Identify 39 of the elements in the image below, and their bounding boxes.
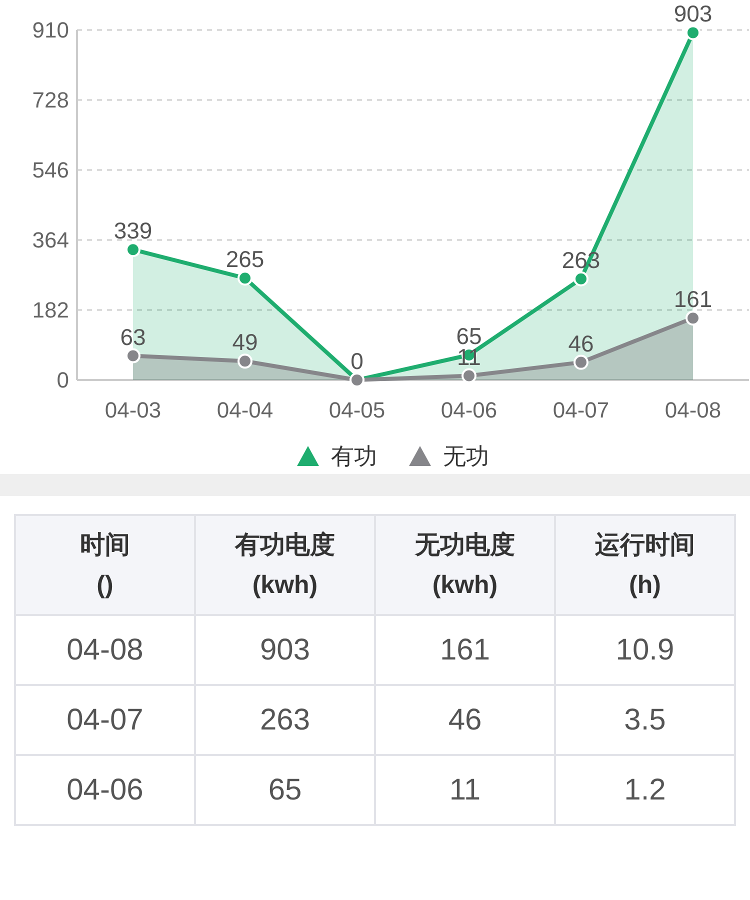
text: 04-07 [66,704,144,736]
data-label: 46 [568,330,594,356]
data-label: 49 [232,329,258,356]
data-label: 903 [674,0,712,27]
y-tick-label: 364 [32,228,69,252]
data-label: 161 [440,634,490,666]
x-tick-label: 04-05 [328,398,386,422]
data-label: 3.5 [624,704,666,736]
text: 04-08 [66,634,144,666]
data-label: 263 [260,704,310,736]
category-label: 无功电度 (kwh) [414,531,515,599]
data-label: 0 [350,348,364,374]
data-label: 10.9 [616,634,674,666]
x-tick-label: 04-07 [552,398,610,422]
data-label: 65 [268,774,302,806]
y-tick-label: 728 [32,88,69,112]
data-label: 63 [120,324,146,350]
y-tick-label: 910 [32,18,69,42]
y-tick-label: 0 [56,368,69,392]
data-label: 339 [114,218,152,244]
x-tick-label: 04-04 [216,398,274,422]
data-label: 65 [456,323,482,349]
x-tick-label: 04-08 [664,398,722,422]
data-label: 11 [449,774,481,806]
data-label: 1.2 [624,774,666,806]
data-label: 265 [226,246,264,272]
text: 时间 () [80,531,130,599]
data-label: 903 [260,634,310,666]
data-label: 161 [674,286,712,312]
category-label: 有功电度 (kwh) [234,531,335,599]
data-label: 46 [448,704,482,736]
x-tick-label: 04-03 [104,398,162,422]
y-tick-label: 182 [32,298,69,322]
category-label: 运行时间 (h) [594,531,695,599]
legend-label: 无功 [443,443,489,469]
legend-label: 有功 [331,443,377,469]
series-label: 04-06 [66,774,144,806]
y-tick-label: 546 [32,158,69,182]
x-tick-label: 04-06 [440,398,498,422]
